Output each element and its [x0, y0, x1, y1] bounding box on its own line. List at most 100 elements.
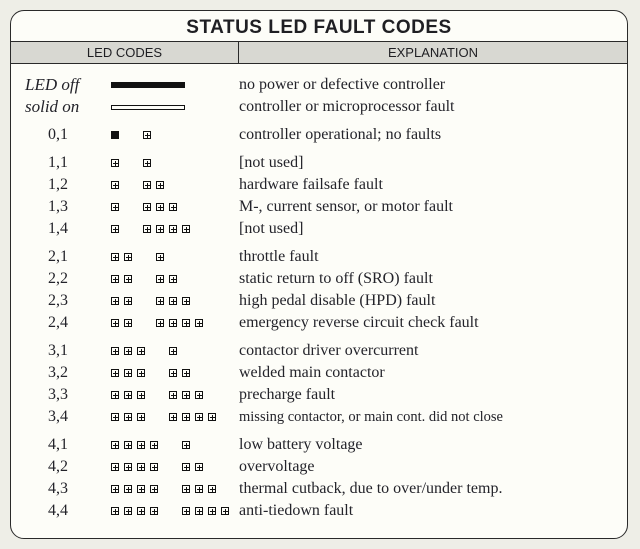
led-hollow-icon	[137, 347, 145, 355]
led-code: 4,1	[11, 434, 105, 456]
led-hollow-icon	[137, 391, 145, 399]
led-pattern	[105, 253, 239, 261]
led-hollow-icon	[195, 319, 203, 327]
led-code: 3,1	[11, 340, 105, 362]
led-hollow-icon	[137, 463, 145, 471]
led-hollow-icon	[208, 485, 216, 493]
led-pattern	[105, 297, 239, 305]
led-hollow-icon	[169, 369, 177, 377]
table-row: 3,2welded main contactor	[11, 362, 627, 384]
led-hollow-icon	[124, 369, 132, 377]
led-code: 4,4	[11, 500, 105, 522]
led-hollow-icon	[124, 297, 132, 305]
explanation: low battery voltage	[239, 434, 627, 456]
explanation: emergency reverse circuit check fault	[239, 312, 627, 334]
led-hollow-icon	[156, 225, 164, 233]
explanation: missing contactor, or main cont. did not…	[239, 406, 627, 428]
led-hollow-icon	[124, 347, 132, 355]
led-pattern	[105, 507, 239, 515]
led-hollow-icon	[111, 369, 119, 377]
led-hollow-icon	[124, 253, 132, 261]
table-row: 2,2static return to off (SRO) fault	[11, 268, 627, 290]
led-hollow-icon	[150, 485, 158, 493]
led-hollow-icon	[137, 507, 145, 515]
led-hollow-icon	[124, 275, 132, 283]
led-hollow-icon	[182, 225, 190, 233]
led-pattern	[105, 485, 239, 493]
led-code: 0,1	[11, 124, 105, 146]
led-hollow-icon	[208, 413, 216, 421]
led-code: 3,4	[11, 406, 105, 428]
led-hollow-icon	[169, 319, 177, 327]
led-hollow-icon	[124, 441, 132, 449]
explanation: precharge fault	[239, 384, 627, 406]
table-row: 4,4anti-tiedown fault	[11, 500, 627, 522]
led-hollow-icon	[143, 159, 151, 167]
led-hollow-icon	[137, 441, 145, 449]
led-code: 2,2	[11, 268, 105, 290]
led-hollow-icon	[208, 507, 216, 515]
led-hollow-icon	[150, 441, 158, 449]
led-hollow-icon	[111, 181, 119, 189]
table-row: 3,3precharge fault	[11, 384, 627, 406]
led-hollow-icon	[182, 441, 190, 449]
led-pattern	[105, 82, 239, 88]
led-hollow-icon	[182, 297, 190, 305]
led-pattern	[105, 275, 239, 283]
led-hollow-icon	[111, 275, 119, 283]
led-hollow-icon	[182, 369, 190, 377]
led-hollow-icon	[111, 297, 119, 305]
led-hollow-icon	[111, 253, 119, 261]
led-hollow-icon	[182, 507, 190, 515]
led-hollow-icon	[111, 347, 119, 355]
explanation: contactor driver overcurrent	[239, 340, 627, 362]
led-hollow-icon	[143, 181, 151, 189]
led-hollow-icon	[124, 391, 132, 399]
led-hollow-icon	[182, 485, 190, 493]
led-code: 1,4	[11, 218, 105, 240]
led-pattern	[105, 413, 239, 421]
table-row: 4,1 low battery voltage	[11, 434, 627, 456]
led-code: 3,2	[11, 362, 105, 384]
led-hollow-icon	[137, 485, 145, 493]
led-hollow-icon	[169, 225, 177, 233]
led-pattern	[105, 225, 239, 233]
header-left: LED CODES	[11, 42, 239, 63]
led-hollow-icon	[111, 507, 119, 515]
bar-hollow-icon	[111, 105, 185, 110]
header-right: EXPLANATION	[239, 42, 627, 63]
led-pattern	[105, 203, 239, 211]
led-hollow-icon	[182, 391, 190, 399]
led-code: 1,3	[11, 196, 105, 218]
led-hollow-icon	[182, 413, 190, 421]
table-row: 3,4 missing contactor, or main cont. did …	[11, 406, 627, 428]
explanation: controller operational; no faults	[239, 124, 627, 146]
led-pattern	[105, 181, 239, 189]
led-code: 2,4	[11, 312, 105, 334]
led-hollow-icon	[111, 441, 119, 449]
led-hollow-icon	[156, 203, 164, 211]
table-row: 0,1 controller operational; no faults	[11, 124, 627, 146]
table-row: 2,4 emergency reverse circuit check fault	[11, 312, 627, 334]
led-hollow-icon	[221, 507, 229, 515]
explanation: hardware failsafe fault	[239, 174, 627, 196]
led-hollow-icon	[111, 463, 119, 471]
led-pattern	[105, 391, 239, 399]
led-hollow-icon	[124, 463, 132, 471]
led-hollow-icon	[111, 159, 119, 167]
led-hollow-icon	[169, 203, 177, 211]
led-hollow-icon	[150, 507, 158, 515]
led-code: 1,1	[11, 152, 105, 174]
led-hollow-icon	[182, 463, 190, 471]
led-hollow-icon	[195, 391, 203, 399]
led-code: solid on	[11, 96, 105, 118]
led-hollow-icon	[143, 131, 151, 139]
table-row: LED offno power or defective controller	[11, 74, 627, 96]
content-body: LED offno power or defective controllers…	[11, 64, 627, 528]
header-row: LED CODES EXPLANATION	[11, 41, 627, 64]
led-hollow-icon	[111, 203, 119, 211]
led-hollow-icon	[111, 391, 119, 399]
table-row: 4,2overvoltage	[11, 456, 627, 478]
panel-title: STATUS LED FAULT CODES	[11, 11, 627, 41]
led-solid-icon	[111, 131, 119, 139]
